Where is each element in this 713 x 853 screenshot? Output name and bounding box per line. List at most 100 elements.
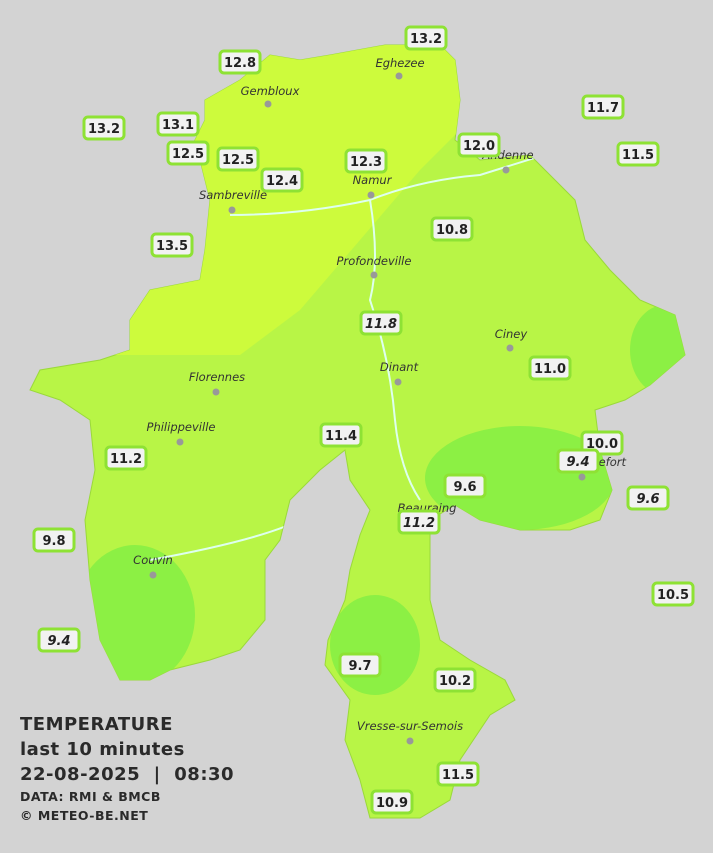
station-box xyxy=(150,232,194,258)
station-value: 11.5 xyxy=(442,768,474,783)
station-value: 11.5 xyxy=(622,148,654,163)
station: 12.0 xyxy=(457,132,501,158)
station: 11.5 xyxy=(436,761,480,787)
station-box xyxy=(556,448,600,474)
title: TEMPERATURE xyxy=(20,714,173,735)
station-box xyxy=(404,25,448,51)
station: 11.2 xyxy=(104,445,148,471)
station-box xyxy=(166,140,210,166)
station-value: 11.7 xyxy=(587,101,619,116)
station: 11.0 xyxy=(528,355,572,381)
station-value: 9.8 xyxy=(42,534,65,549)
station: 9.6 xyxy=(443,473,487,499)
station-value: 13.2 xyxy=(88,122,120,137)
river xyxy=(368,199,421,501)
station: 11.7 xyxy=(581,94,625,120)
city-dot xyxy=(506,344,514,352)
legend: TEMPERATURE last 10 minutes 22-08-2025 |… xyxy=(20,712,234,825)
station: 11.4 xyxy=(319,422,363,448)
station-value: 12.5 xyxy=(172,147,204,162)
cool-zone xyxy=(330,595,420,695)
station-value: 11.2 xyxy=(110,452,142,467)
city-label: Eghezee xyxy=(375,56,424,70)
station-box xyxy=(37,627,81,653)
station: 11.2 xyxy=(397,509,441,535)
city-label: Florennes xyxy=(189,370,245,384)
city-label: Gembloux xyxy=(241,84,300,98)
station-box xyxy=(32,527,76,553)
station-box xyxy=(581,94,625,120)
city-dot xyxy=(394,378,402,386)
station-value: 12.8 xyxy=(224,56,256,71)
station-value: 9.4 xyxy=(566,455,589,470)
station-box xyxy=(82,115,126,141)
city-label: Couvin xyxy=(133,553,173,567)
station-box xyxy=(436,761,480,787)
station: 9.4 xyxy=(37,627,81,653)
station: 13.2 xyxy=(82,115,126,141)
station: 11.8 xyxy=(359,310,403,336)
station-box xyxy=(457,132,501,158)
station: 9.8 xyxy=(32,527,76,553)
station-value: 9.4 xyxy=(47,634,70,649)
station-box xyxy=(319,422,363,448)
station: 13.2 xyxy=(404,25,448,51)
city-dot xyxy=(395,72,403,80)
station: 13.5 xyxy=(150,232,194,258)
credit: © METEO-BE.NET xyxy=(20,808,149,823)
station-box xyxy=(216,146,260,172)
station-value: 11.4 xyxy=(325,429,357,444)
station-box xyxy=(359,310,403,336)
station-value: 12.4 xyxy=(266,174,298,189)
station-value: 9.7 xyxy=(348,659,371,674)
station-value: 13.2 xyxy=(410,32,442,47)
station-box xyxy=(528,355,572,381)
station-box xyxy=(218,49,262,75)
city-dot xyxy=(212,388,220,396)
station-value: 9.6 xyxy=(453,480,476,495)
station: 13.1 xyxy=(156,111,200,137)
station-value: 12.0 xyxy=(463,139,495,154)
station-value: 12.3 xyxy=(350,155,382,170)
city-dot xyxy=(264,100,272,108)
station-box xyxy=(397,509,441,535)
station: 9.7 xyxy=(338,652,382,678)
station-box xyxy=(156,111,200,137)
station-value: 13.1 xyxy=(162,118,194,133)
datetime: 22-08-2025 | 08:30 xyxy=(20,764,235,785)
city-label: Sambreville xyxy=(199,188,267,202)
city-dot xyxy=(578,473,586,481)
station-box xyxy=(651,581,695,607)
station-value: 11.2 xyxy=(403,516,435,531)
station-box xyxy=(616,141,660,167)
city-dot xyxy=(149,571,157,579)
city-label: Ciney xyxy=(495,327,528,341)
station-box xyxy=(433,667,477,693)
city-label: Profondeville xyxy=(337,254,412,268)
station-box xyxy=(443,473,487,499)
city-label: Dinant xyxy=(380,360,419,374)
city-dot xyxy=(228,206,236,214)
station-value: 12.5 xyxy=(222,153,254,168)
cool-zone xyxy=(630,305,685,395)
cool-zone xyxy=(75,545,195,685)
station-value: 13.5 xyxy=(156,239,188,254)
city-dot xyxy=(367,191,375,199)
station: 12.5 xyxy=(216,146,260,172)
station-box xyxy=(104,445,148,471)
station: 11.5 xyxy=(616,141,660,167)
station: 10.8 xyxy=(430,216,474,242)
station-value: 10.9 xyxy=(376,796,408,811)
station-value: 10.5 xyxy=(657,588,689,603)
city-dot xyxy=(406,737,414,745)
station: 10.9 xyxy=(370,789,414,815)
station: 10.2 xyxy=(433,667,477,693)
station-box xyxy=(338,652,382,678)
subtitle: last 10 minutes xyxy=(20,739,185,760)
station: 10.5 xyxy=(651,581,695,607)
station-value: 10.0 xyxy=(586,437,618,452)
station-value: 11.0 xyxy=(534,362,566,377)
station-box xyxy=(260,167,304,193)
station: 12.5 xyxy=(166,140,210,166)
